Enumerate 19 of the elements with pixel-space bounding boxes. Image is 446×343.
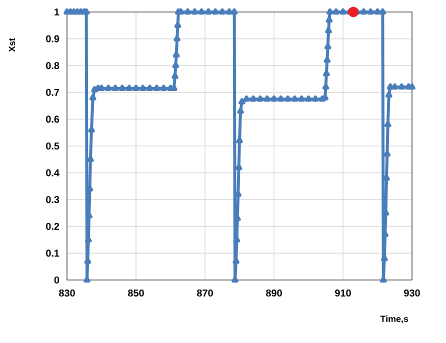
x-tick-label: 930 [404,290,420,297]
y-tick-label: 1 [54,8,60,16]
y-tick-label: 0.9 [46,35,60,42]
x-tick-label: 890 [266,290,282,297]
y-axis-title: Xst [8,38,16,52]
x-tick-label: 910 [335,290,351,297]
y-tick-label: 0.2 [46,222,60,230]
x-tick-label: 870 [197,290,213,297]
y-tick-label: 0.4 [46,169,60,176]
x-tick-label: 850 [128,290,144,297]
y-tick-label: 0.3 [46,196,60,204]
y-tick-label: 0.1 [46,250,60,257]
x-tick-label: 830 [59,290,75,297]
y-tick-label: 0 [54,276,60,284]
y-tick-label: 0.6 [46,116,60,123]
x-axis-title: Time,s [380,315,408,324]
y-tick-label: 0.7 [46,88,60,96]
y-tick-label: 0.8 [46,62,60,70]
y-tick-label: 0.5 [46,142,60,150]
